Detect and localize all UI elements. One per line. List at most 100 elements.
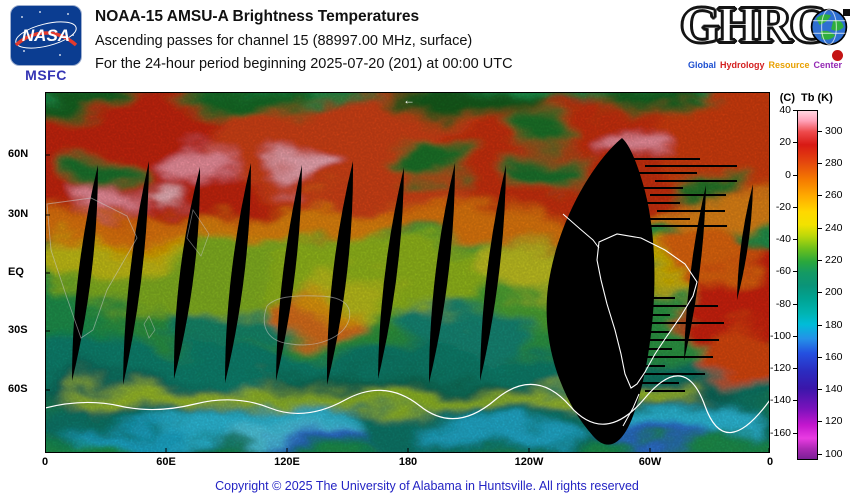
map-frame: [45, 92, 770, 453]
orbit-direction-arrow: ←: [403, 93, 415, 107]
celsius-tick: [793, 335, 797, 337]
celsius-tick-label: -60: [775, 265, 791, 278]
y-axis-label: 60S: [8, 383, 28, 395]
ghrc-tagline-word: Center: [813, 60, 843, 70]
missing-data-region: [546, 138, 655, 445]
celsius-tick-label: -40: [775, 233, 791, 246]
x-axis-label: 120E: [274, 456, 300, 468]
kelvin-tick-label: 300: [825, 124, 843, 137]
satellite-swath-gap: [123, 161, 149, 385]
kelvin-tick: [818, 453, 822, 455]
y-axis-label: 60N: [8, 148, 29, 160]
south-america-coastline: [596, 233, 698, 389]
satellite-swath-gap: [173, 167, 201, 379]
celsius-tick-label: -20: [775, 200, 791, 213]
ghrc-red-accent-icon: [832, 50, 843, 61]
kelvin-tick: [818, 195, 822, 197]
kelvin-tick-label: 100: [825, 447, 843, 460]
celsius-tick: [793, 206, 797, 208]
scan-line-dropout: [625, 331, 670, 333]
coastlines: [45, 197, 770, 434]
colorbar: [797, 110, 818, 460]
satellite-swath-gap: [429, 163, 455, 383]
scan-line-dropout: [635, 218, 690, 220]
kelvin-tick: [818, 227, 822, 229]
scan-line-dropout: [617, 348, 672, 350]
ghrc-tagline: Global Hydrology Resource Center: [678, 60, 852, 70]
celsius-tick: [793, 303, 797, 305]
scan-line-dropout: [645, 390, 685, 392]
scan-line-dropout: [640, 202, 680, 204]
kelvin-tick: [818, 260, 822, 261]
scan-line-dropout: [630, 305, 718, 307]
celsius-tick: [793, 368, 797, 370]
scan-line-dropout: [649, 225, 727, 227]
scan-line-dropout: [635, 356, 713, 358]
scan-line-dropout: [615, 297, 675, 299]
kelvin-tick: [818, 356, 822, 358]
satellite-swath-gap: [326, 161, 354, 385]
nasa-wordmark: NASA: [22, 26, 70, 45]
satellite-swath-gap: [72, 165, 98, 381]
kelvin-tick-label: 280: [825, 157, 843, 170]
celsius-tick-label: 0: [785, 168, 791, 181]
celsius-tick: [793, 271, 797, 273]
celsius-tick: [793, 400, 797, 402]
satellite-swath-gap: [276, 165, 302, 381]
ghrc-logo: GHRC Global Hydrology Resource Center: [678, 0, 852, 88]
celsius-tick-label: -100: [769, 329, 791, 342]
nasa-insignia-icon: NASA: [10, 5, 82, 66]
noise-texture: [45, 92, 770, 453]
brightness-temperature-map: ←: [44, 92, 770, 453]
corner-mark: [843, 9, 850, 16]
scan-line-dropout: [657, 210, 725, 212]
x-axis-label: 0: [41, 456, 49, 468]
subtitle-period: For the 24-hour period beginning 2025-07…: [95, 56, 513, 72]
kelvin-tick: [818, 292, 822, 294]
ghrc-tagline-word: Resource: [768, 60, 810, 70]
kelvin-tick: [818, 324, 822, 326]
scan-line-dropout: [645, 165, 737, 167]
celsius-tick: [793, 142, 797, 144]
ghrc-wordmark: GHRC: [679, 0, 828, 55]
celsius-tick-label: -80: [775, 297, 791, 310]
kelvin-tick: [818, 130, 822, 132]
celsius-tick-label: -120: [769, 362, 791, 375]
scan-line-dropout: [650, 194, 726, 196]
ghrc-tagline-word: Hydrology: [719, 60, 765, 70]
antarctica-coastline: [45, 375, 770, 434]
colorbar-kelvin-header: Tb (K): [801, 92, 833, 104]
scan-line-dropout: [655, 180, 737, 182]
celsius-tick-label: 20: [779, 136, 791, 149]
celsius-tick: [793, 432, 797, 434]
celsius-tick: [793, 110, 797, 111]
celsius-tick: [793, 174, 797, 176]
scan-line-dropout: [623, 365, 665, 367]
copyright-notice: Copyright © 2025 The University of Alaba…: [215, 479, 639, 493]
kelvin-tick-label: 120: [825, 415, 843, 428]
satellite-swath-gap: [684, 185, 706, 361]
scan-line-dropout: [629, 382, 679, 384]
scan-line-dropout: [637, 172, 697, 174]
x-axis-label: 0: [766, 456, 774, 468]
kelvin-tick-label: 220: [825, 254, 843, 266]
kelvin-tick-label: 140: [825, 383, 843, 396]
y-axis-label: 30S: [8, 324, 28, 336]
globe-icon: [810, 8, 848, 51]
y-axis-label: EQ: [8, 266, 24, 278]
page-title: NOAA-15 AMSU-A Brightness Temperatures: [95, 8, 420, 25]
kelvin-tick-label: 260: [825, 189, 843, 202]
x-axis-label: 60W: [638, 456, 662, 468]
subtitle-channel: Ascending passes for channel 15 (88997.0…: [95, 33, 473, 49]
scan-line-dropout: [630, 158, 700, 160]
celsius-tick: [793, 239, 797, 241]
celsius-tick-label: -160: [769, 426, 791, 439]
kelvin-tick: [818, 389, 822, 391]
celsius-tick-label: -140: [769, 394, 791, 407]
scan-line-dropout: [633, 187, 683, 189]
kelvin-tick: [818, 163, 822, 165]
swath-gaps: [72, 138, 753, 445]
kelvin-tick-label: 200: [825, 286, 843, 299]
msfc-label: MSFC: [25, 67, 67, 83]
